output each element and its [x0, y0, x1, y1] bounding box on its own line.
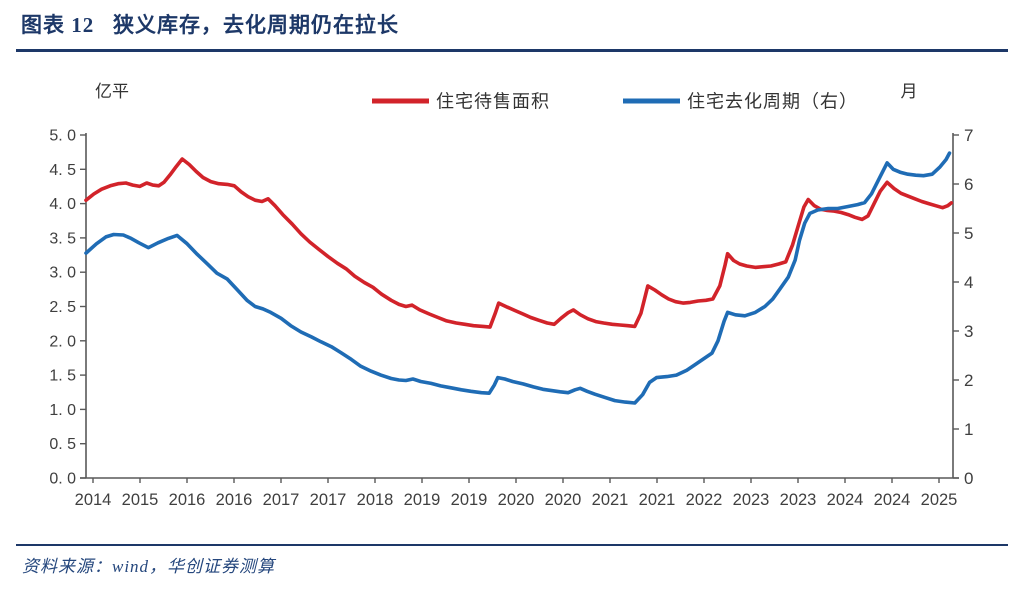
chart-title: 图表 12 狭义库存，去化周期仍在拉长 — [21, 13, 399, 37]
right-axis-tick-label: 6 — [964, 175, 973, 194]
right-axis-tick-label: 7 — [964, 126, 973, 145]
x-axis-tick-label: 2023 — [780, 491, 817, 509]
left-axis-unit-label: 亿平 — [95, 82, 129, 101]
x-axis-tick-label: 2016 — [169, 491, 206, 509]
series-line-inventory — [84, 157, 954, 329]
x-axis-tick-label: 2018 — [357, 491, 394, 509]
footer-rule — [16, 544, 1008, 546]
x-axis-tick-label: 2021 — [592, 491, 629, 509]
left-axis-tick-label: 4. 0 — [49, 196, 76, 213]
x-axis-tick-label: 2024 — [874, 491, 911, 509]
x-axis-tick-label: 2017 — [310, 491, 347, 509]
left-axis-tick-label: 4. 5 — [49, 162, 76, 179]
right-axis-tick-label: 3 — [964, 322, 973, 341]
left-axis-tick-label: 3. 5 — [49, 230, 76, 247]
left-axis-tick-label: 0. 0 — [49, 471, 76, 488]
x-axis-tick-label: 2015 — [122, 491, 159, 509]
left-axis-tick-label: 0. 5 — [49, 436, 76, 453]
right-axis-tick-label: 0 — [964, 469, 973, 488]
x-axis-tick-label: 2014 — [75, 491, 112, 509]
x-axis-tick-label: 2017 — [263, 491, 300, 509]
x-axis-tick-label: 2020 — [545, 491, 582, 509]
right-axis-tick-label: 2 — [964, 371, 973, 390]
legend-label: 住宅待售面积 — [436, 92, 550, 112]
x-axis-tick-label: 2023 — [733, 491, 770, 509]
right-axis-tick-label: 5 — [964, 224, 973, 243]
x-axis-tick-label: 2025 — [921, 491, 958, 509]
x-axis-tick-label: 2022 — [686, 491, 723, 509]
left-axis-tick-label: 1. 5 — [49, 368, 76, 385]
x-axis-tick-label: 2024 — [827, 491, 864, 509]
x-axis-tick-label: 2016 — [216, 491, 253, 509]
left-axis-tick-label: 1. 0 — [49, 402, 76, 419]
left-axis-tick-label: 2. 0 — [49, 333, 76, 350]
legend-label: 住宅去化周期（右） — [687, 92, 858, 112]
x-axis-tick-label: 2020 — [498, 491, 535, 509]
footer-source: 资料来源：wind，华创证券测算 — [22, 557, 276, 576]
series-line-destock-cycle — [84, 151, 952, 405]
right-axis-tick-label: 4 — [964, 273, 973, 292]
right-axis-tick-label: 1 — [964, 420, 973, 439]
left-axis-tick-label: 3. 0 — [49, 265, 76, 282]
left-axis-tick-label: 2. 5 — [49, 299, 76, 316]
x-axis-tick-label: 2021 — [639, 491, 676, 509]
right-axis-unit-label: 月 — [901, 82, 918, 101]
x-axis-tick-label: 2019 — [451, 491, 488, 509]
title-rule — [16, 49, 1008, 52]
left-axis-tick-label: 5. 0 — [49, 128, 76, 145]
x-axis-tick-label: 2019 — [404, 491, 441, 509]
